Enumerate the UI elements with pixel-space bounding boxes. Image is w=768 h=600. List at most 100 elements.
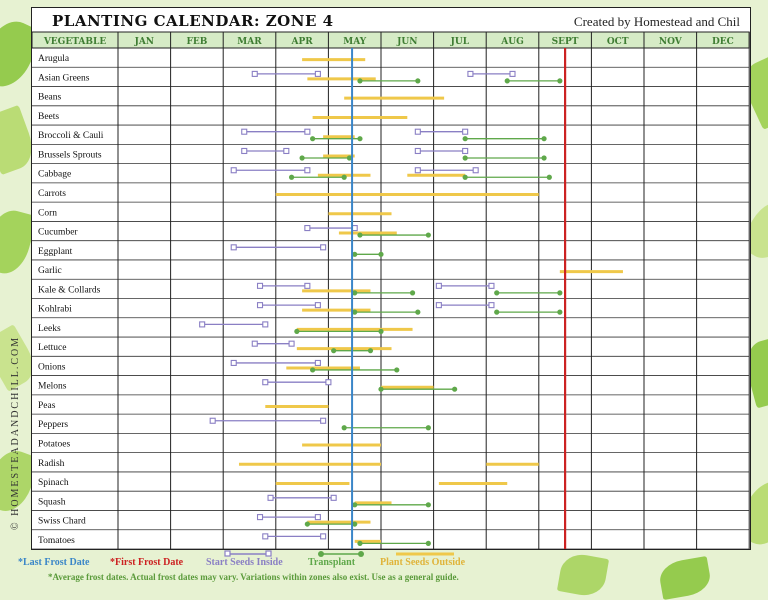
legend-first-frost: *First Frost Date (110, 557, 184, 568)
vegetable-name: Eggplant (38, 247, 73, 257)
start-seeds-start-marker (251, 340, 258, 347)
transplant-start-marker (352, 290, 358, 296)
start-seeds-start-marker (414, 167, 421, 174)
transplant-start-marker (341, 425, 347, 431)
start-seeds-end-marker (314, 359, 321, 366)
transplant-end-marker (352, 521, 358, 527)
legend-plant-seeds: Plant Seeds Outside (380, 557, 466, 568)
start-seeds-start-marker (256, 282, 264, 289)
transplant-start-marker (310, 136, 316, 142)
start-seeds-end-marker (262, 321, 269, 328)
start-seeds-start-marker (199, 321, 206, 328)
month-label: NOV (659, 37, 683, 47)
transplant-end-marker (409, 290, 416, 296)
transplant-start-marker (494, 290, 500, 296)
planting-calendar: PLANTING CALENDAR: ZONE 4 Created by Hom… (31, 7, 751, 550)
start-seeds-start-marker (267, 494, 274, 501)
transplant-start-marker (352, 502, 358, 508)
vegetable-name: Beets (38, 112, 59, 122)
start-seeds-start-marker (241, 147, 248, 155)
start-seeds-start-marker (414, 128, 421, 135)
transplant-start-marker (462, 174, 468, 180)
start-seeds-end-marker (462, 128, 469, 135)
vegetable-name: Garlic (38, 266, 62, 276)
transplant-end-marker (425, 232, 431, 238)
vegetable-name: Peas (38, 401, 56, 411)
vegetable-name: Beans (38, 93, 62, 103)
legend: *Last Frost Date *First Frost Date Start… (18, 549, 748, 594)
transplant-end-marker (367, 348, 374, 354)
transplant-end-marker (415, 78, 421, 84)
transplant-start-marker (310, 367, 316, 373)
start-seeds-end-marker (304, 128, 311, 135)
transplant-start-marker (378, 386, 384, 392)
transplant-end-marker (346, 155, 353, 161)
start-seeds-end-marker (320, 417, 327, 424)
copyright-text: © HOMESTEADANDCHILL.COM (10, 335, 21, 530)
vegetable-name: Squash (38, 497, 66, 507)
credit-text: Created by Homestead and Chil (573, 14, 740, 29)
vegetable-name: Melons (38, 382, 67, 392)
transplant-end-marker (546, 174, 552, 180)
start-seeds-start-marker (262, 379, 269, 386)
start-seeds-end-marker (488, 282, 495, 289)
transplant-end-marker (452, 386, 458, 392)
transplant-start-marker (357, 232, 363, 238)
start-seeds-end-marker (320, 533, 327, 540)
vegetable-name: Carrots (38, 189, 66, 199)
start-seeds-start-marker (209, 417, 216, 424)
transplant-start-marker (294, 328, 300, 335)
calendar-chart: VEGETABLE JAN FEB MAR APR MAY JUN JUL AUG SEPT OCT… (32, 31, 750, 549)
transplant-start-marker (494, 309, 500, 315)
start-seeds-end-marker (314, 70, 321, 77)
vegetable-name: Peppers (38, 420, 68, 430)
transplant-start-marker (352, 251, 358, 257)
start-seeds-start-marker (251, 70, 258, 77)
legend-start-seeds-marker (224, 550, 272, 557)
vegetable-name: Cabbage (38, 170, 71, 180)
start-seeds-start-marker (304, 225, 311, 232)
start-seeds-start-marker (262, 533, 269, 540)
month-label: SEPT (552, 37, 579, 47)
start-seeds-start-marker (230, 167, 237, 174)
legend-last-frost: *Last Frost Date (18, 557, 90, 568)
month-label: JUN (396, 37, 417, 47)
vegetable-name: Potatoes (38, 439, 70, 449)
start-seeds-end-marker (509, 70, 516, 77)
start-seeds-start-marker (256, 514, 264, 521)
start-seeds-start-marker (241, 128, 248, 135)
transplant-start-marker (304, 521, 310, 527)
legend-start-seeds: Start Seeds Inside (206, 557, 283, 568)
legend-plant-seeds-marker (396, 552, 454, 556)
start-seeds-end-marker (462, 147, 469, 155)
vegetable-name: Kale & Collards (38, 285, 101, 295)
vegetable-name: Corn (38, 208, 57, 218)
transplant-end-marker (357, 136, 363, 142)
start-seeds-end-marker (304, 282, 311, 289)
start-seeds-end-marker (325, 379, 332, 386)
start-seeds-end-marker (320, 244, 327, 251)
vegetable-name: Arugula (38, 54, 70, 64)
start-seeds-end-marker (314, 514, 321, 521)
month-label: OCT (607, 37, 629, 47)
vegetable-name: Cucumber (38, 228, 78, 238)
start-seeds-end-marker (288, 340, 295, 347)
month-label: APR (290, 37, 313, 47)
legend-transplant-marker (318, 551, 364, 557)
transplant-start-marker (357, 78, 363, 84)
footnote: *Average frost dates. Actual frost dates… (48, 572, 459, 582)
page-title: PLANTING CALENDAR: ZONE 4 (52, 12, 334, 30)
vegetable-name: Broccoli & Cauli (38, 131, 104, 141)
column-header-vegetable: VEGETABLE (43, 37, 107, 47)
vegetable-name: Onions (38, 362, 66, 372)
transplant-end-marker (341, 174, 347, 180)
start-seeds-start-marker (414, 147, 421, 155)
transplant-end-marker (557, 290, 563, 296)
month-label: JUL (450, 37, 470, 47)
transplant-start-marker (288, 174, 295, 180)
start-seeds-end-marker (304, 167, 311, 174)
month-label: JAN (134, 37, 154, 47)
start-seeds-end-marker (314, 302, 321, 309)
transplant-end-marker (541, 155, 547, 161)
start-seeds-end-marker (283, 147, 290, 155)
